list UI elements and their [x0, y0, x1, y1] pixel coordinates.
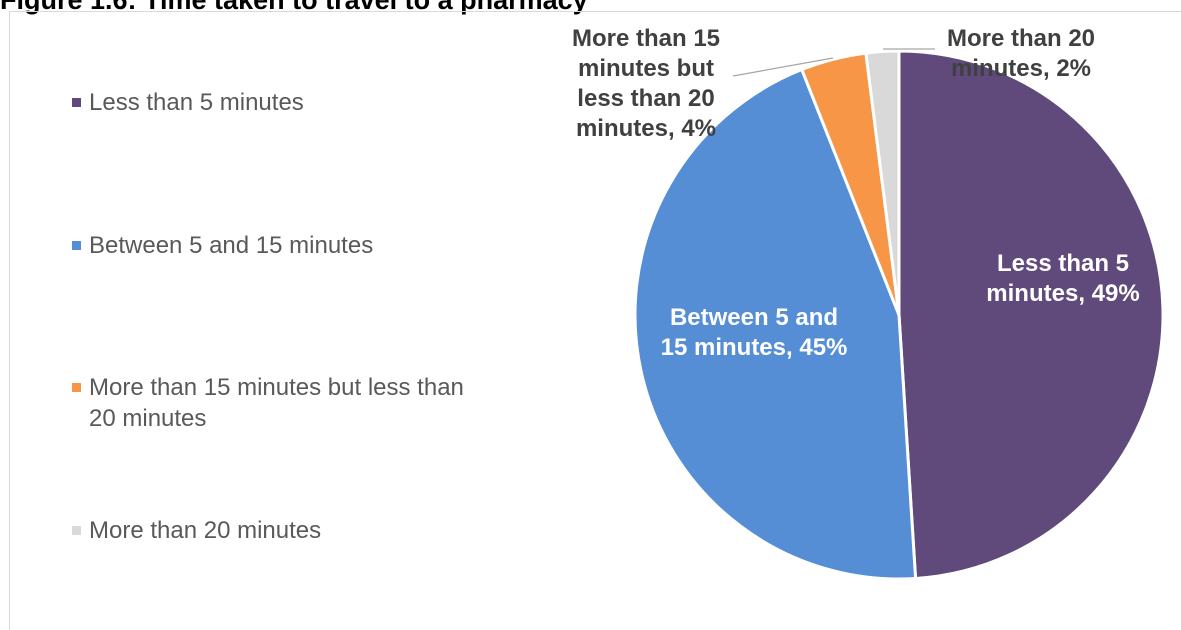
data-label-line: minutes, 49%: [986, 280, 1139, 307]
pie-slices: [633, 49, 1165, 581]
data-label-more-than-15-minutes-but-less-than-20-minutes: More than 15 minutes but less than 20 minut…: [572, 25, 720, 142]
legend-swatch-15-to-20: [72, 383, 81, 392]
data-label-less-than-5-minutes: Less than 5 minutes, 49%: [986, 250, 1139, 307]
data-labels: Less than 5 minutes, 49% Between 5 and 15 m…: [572, 25, 1140, 361]
data-label-line: Between 5 and: [670, 304, 838, 331]
pie-slice-more-than-20-minutes: [864, 49, 901, 317]
data-label-line: More than 15: [572, 25, 720, 52]
legend-label-between-5-and-15: Between 5 and 15 minutes: [89, 232, 374, 259]
legend-item-more-than-20: More than 20 minutes: [72, 515, 539, 546]
data-label-line: 15 minutes, 45%: [661, 334, 848, 361]
legend-swatch-between-5-and-15: [72, 241, 81, 250]
legend-item-15-to-20: More than 15 minutes but less than 20 mi…: [72, 372, 539, 434]
data-label-line: Less than 5: [997, 250, 1129, 277]
data-label-between-5-and-15-minutes: Between 5 and 15 minutes, 45%: [661, 304, 848, 361]
pie-slice-less-than-5-minutes: [897, 49, 1165, 580]
legend-label-15-to-20-line-2: 20 minutes: [89, 405, 207, 432]
legend-item-between-5-and-15: Between 5 and 15 minutes: [72, 230, 539, 261]
data-label-line: minutes, 4%: [576, 115, 716, 142]
legend-swatch-more-than-20: [72, 526, 81, 535]
legend-label-more-than-20: More than 20 minutes: [89, 517, 322, 544]
data-label-line: More than 20: [947, 25, 1095, 52]
legend-label-15-to-20: More than 15 minutes but less than 20 mi…: [89, 372, 539, 434]
pie-slice-between-5-and-15-minutes: [633, 68, 918, 581]
leader-line-more-than-15-minutes-but-less-than-20-minutes: [732, 57, 834, 77]
chart-legend: Less than 5 minutes Between 5 and 15 min…: [72, 0, 552, 630]
legend-item-less-than-5: Less than 5 minutes: [72, 87, 539, 118]
data-label-more-than-20-minutes: More than 20 minutes, 2%: [947, 25, 1095, 82]
legend-label-15-to-20-line-1: More than 15 minutes but less than: [89, 374, 464, 401]
chart-area: [9, 11, 1181, 630]
data-label-line: minutes but: [578, 55, 714, 82]
data-label-line: less than 20: [577, 85, 714, 112]
data-label-line: minutes, 2%: [951, 55, 1091, 82]
legend-swatch-less-than-5: [72, 98, 81, 107]
leader-lines: [732, 48, 935, 77]
legend-label-less-than-5: Less than 5 minutes: [89, 89, 304, 116]
